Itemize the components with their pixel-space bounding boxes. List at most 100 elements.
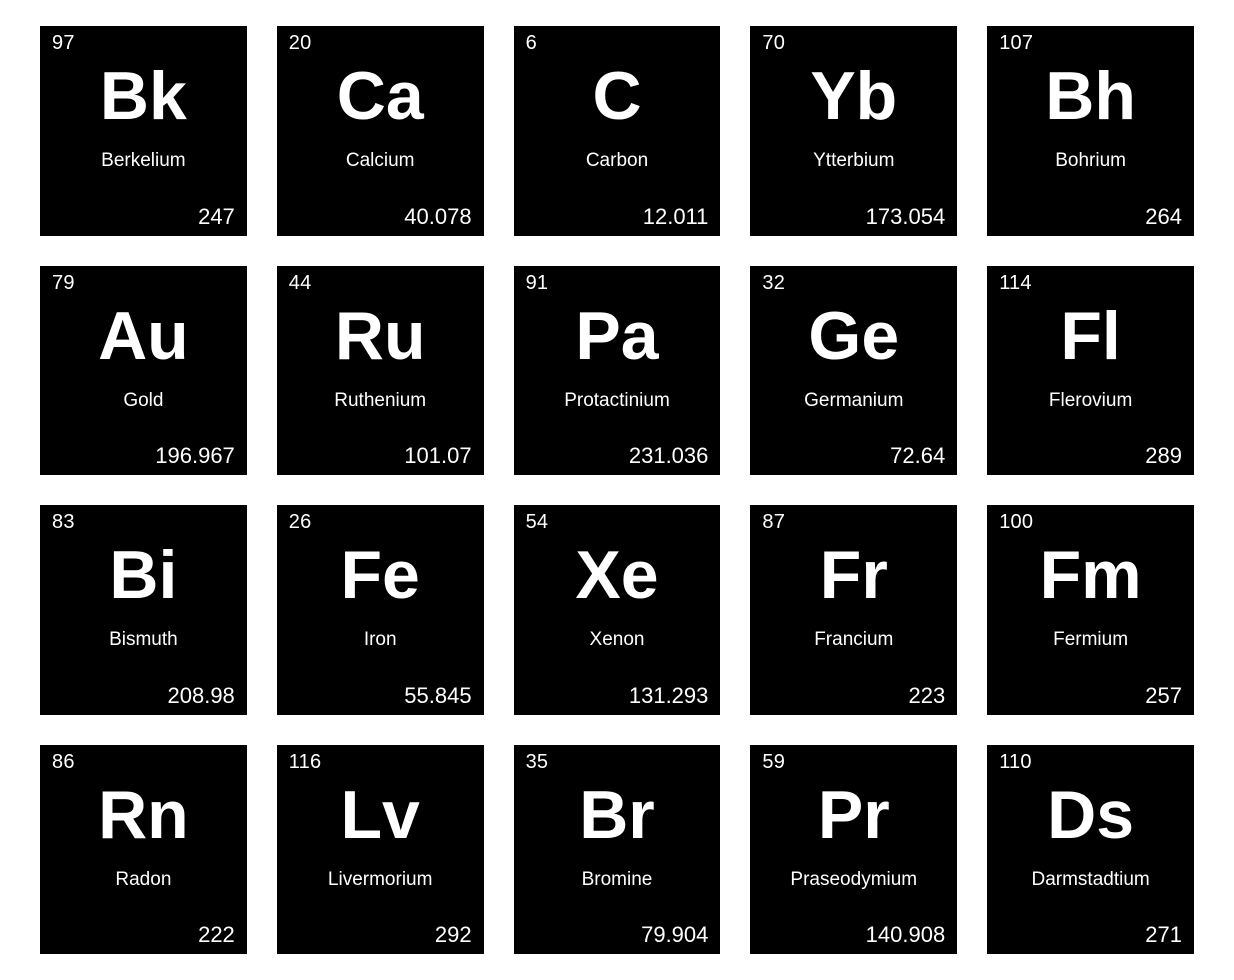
element-name: Protactinium [514,390,721,412]
element-symbol: Fm [987,541,1194,609]
element-symbol: Au [40,302,247,370]
element-name: Calcium [277,150,484,172]
atomic-number: 97 [52,32,75,55]
element-tile: 110 Ds Darmstadtium 271 [987,745,1194,955]
atomic-mass: 231.036 [629,443,709,469]
element-symbol: Xe [514,541,721,609]
atomic-number: 79 [52,272,75,295]
element-name: Carbon [514,150,721,172]
atomic-number: 44 [289,272,312,295]
element-tile: 116 Lv Livermorium 292 [277,745,484,955]
element-tile: 20 Ca Calcium 40.078 [277,26,484,236]
atomic-mass: 223 [908,683,945,709]
element-symbol: Yb [750,62,957,130]
element-tile: 83 Bi Bismuth 208.98 [40,505,247,715]
atomic-number: 59 [762,751,785,774]
periodic-element-grid: 97 Bk Berkelium 247 20 Ca Calcium 40.078 6 C Carbo… [40,26,1194,954]
atomic-mass: 247 [198,204,235,230]
element-symbol: Bi [40,541,247,609]
element-tile: 6 C Carbon 12.011 [514,26,721,236]
atomic-number: 6 [526,32,537,55]
element-name: Berkelium [40,150,247,172]
element-name: Flerovium [987,390,1194,412]
atomic-mass: 101.07 [404,443,471,469]
atomic-number: 70 [762,32,785,55]
element-name: Bromine [514,869,721,891]
atomic-mass: 79.904 [641,922,708,948]
element-symbol: Fr [750,541,957,609]
element-symbol: Ds [987,781,1194,849]
element-symbol: Fl [987,302,1194,370]
element-tile: 32 Ge Germanium 72.64 [750,266,957,476]
element-symbol: Bk [40,62,247,130]
element-symbol: Ge [750,302,957,370]
element-symbol: Pa [514,302,721,370]
atomic-mass: 12.011 [643,204,709,230]
atomic-number: 87 [762,511,785,534]
element-name: Ytterbium [750,150,957,172]
element-symbol: Bh [987,62,1194,130]
element-tile: 86 Rn Radon 222 [40,745,247,955]
element-tile: 107 Bh Bohrium 264 [987,26,1194,236]
element-tile: 97 Bk Berkelium 247 [40,26,247,236]
element-tile: 91 Pa Protactinium 231.036 [514,266,721,476]
atomic-number: 110 [999,751,1032,774]
atomic-mass: 131.293 [629,683,709,709]
element-name: Praseodymium [750,869,957,891]
element-name: Radon [40,869,247,891]
atomic-number: 20 [289,32,312,55]
element-tile: 87 Fr Francium 223 [750,505,957,715]
atomic-mass: 257 [1145,683,1182,709]
element-tile: 35 Br Bromine 79.904 [514,745,721,955]
element-symbol: Ca [277,62,484,130]
atomic-mass: 271 [1145,922,1182,948]
atomic-number: 32 [762,272,785,295]
element-name: Bohrium [987,150,1194,172]
atomic-mass: 55.845 [404,683,471,709]
atomic-number: 83 [52,511,75,534]
element-tile: 100 Fm Fermium 257 [987,505,1194,715]
atomic-number: 114 [999,272,1032,295]
atomic-number: 35 [526,751,549,774]
atomic-number: 100 [999,511,1033,534]
element-name: Francium [750,629,957,651]
element-name: Xenon [514,629,721,651]
element-tile: 26 Fe Iron 55.845 [277,505,484,715]
atomic-number: 91 [526,272,549,295]
atomic-mass: 222 [198,922,235,948]
element-symbol: Lv [277,781,484,849]
element-name: Iron [277,629,484,651]
atomic-mass: 40.078 [404,204,471,230]
element-name: Germanium [750,390,957,412]
atomic-mass: 292 [435,922,472,948]
atomic-number: 26 [289,511,312,534]
element-tile: 114 Fl Flerovium 289 [987,266,1194,476]
atomic-mass: 173.054 [866,204,946,230]
element-symbol: C [514,62,721,130]
element-tile: 44RuRuthenium101.07 [277,266,484,476]
atomic-mass: 264 [1145,204,1182,230]
atomic-number: 107 [999,32,1033,55]
element-symbol: Rn [40,781,247,849]
element-name: Gold [40,390,247,412]
element-tile: 54 Xe Xenon 131.293 [514,505,721,715]
atomic-number: 86 [52,751,75,774]
element-name: Ruthenium [277,390,484,412]
element-tile: 79 Au Gold 196.967 [40,266,247,476]
atomic-number: 54 [526,511,549,534]
element-tile: 70 Yb Ytterbium 173.054 [750,26,957,236]
element-symbol: Pr [750,781,957,849]
atomic-mass: 196.967 [155,443,235,469]
element-name: Fermium [987,629,1194,651]
atomic-mass: 289 [1145,443,1182,469]
atomic-mass: 208.98 [168,683,235,709]
element-symbol: Fe [277,541,484,609]
element-name: Livermorium [277,869,484,891]
atomic-mass: 140.908 [866,922,946,948]
element-name: Darmstadtium [987,869,1194,891]
element-name: Bismuth [40,629,247,651]
atomic-number: 116 [289,751,322,774]
atomic-mass: 72.64 [890,443,945,469]
element-symbol: Br [514,781,721,849]
element-tile: 59 Pr Praseodymium 140.908 [750,745,957,955]
